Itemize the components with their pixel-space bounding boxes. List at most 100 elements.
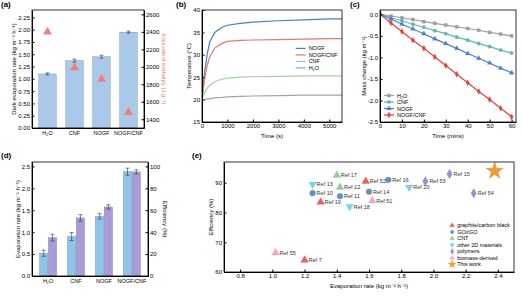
marker (488, 31, 491, 34)
point-label: Ref 12 (344, 184, 360, 190)
line (380, 14, 512, 53)
tick: 1600 (142, 99, 161, 105)
tick-mark (146, 276, 149, 277)
line (380, 14, 512, 117)
tick: 0.25 (18, 113, 34, 119)
error-bar (42, 250, 46, 256)
legend-marker (387, 100, 391, 104)
tick-label: 1.75 (18, 39, 30, 45)
plot-frame (380, 10, 516, 122)
tick-mark (272, 270, 273, 273)
tick-label: 0.25 (18, 113, 30, 119)
point (310, 190, 316, 196)
error-bar (126, 31, 130, 33)
tick-label: 0.8 (236, 273, 245, 279)
y2-axis: 020406080100 (146, 163, 161, 280)
tick: 70 (215, 240, 226, 246)
tick-mark (380, 14, 383, 15)
tick: -2.5 (368, 119, 383, 125)
point-label: Ref 20 (413, 184, 429, 190)
marker (499, 48, 503, 52)
error-bar (46, 73, 50, 75)
tick: 2000 (142, 64, 161, 70)
tick-label: 1000 (221, 123, 235, 129)
point (366, 189, 372, 195)
y2-axis-title: Equivalent enthalpy (J g⁻¹) (161, 33, 167, 104)
panel: 010002000300040005000152025303540Time (s… (176, 0, 343, 139)
tick: 60 (509, 120, 516, 130)
axis-line (33, 128, 145, 129)
y2-axis-title: Efficiency (%) (162, 201, 168, 238)
tick: 1.25 (18, 64, 34, 70)
axis-line (148, 163, 149, 277)
legend-marker (450, 255, 455, 259)
tick: 20 (193, 97, 204, 103)
tick-mark (202, 55, 205, 56)
panel: 0102030405060-2.5-2.0-1.5-1.0-0.50.0Time… (350, 0, 517, 139)
tick: 30 (443, 120, 450, 130)
tick: 1.00 (18, 76, 34, 82)
legend-marker (387, 112, 390, 118)
tick-label: 35 (193, 30, 200, 36)
legend-marker (450, 244, 455, 248)
tick: -1.0 (368, 55, 383, 61)
tick-label: 80 (150, 186, 157, 192)
plot-marks (39, 27, 138, 128)
error-bar (126, 168, 130, 175)
tick: 0.50 (18, 101, 34, 107)
y-axis: 152025303540 (193, 7, 204, 125)
tick-mark (202, 10, 205, 11)
tick: 10 (399, 120, 406, 130)
tick-label: 1.5 (22, 208, 31, 214)
tick-label: 4000 (298, 123, 312, 129)
tick: 15 (193, 119, 204, 125)
x-axis: H₂OCNFNOGFNOGF/CNF (33, 276, 149, 284)
tick-label: 25 (193, 75, 200, 81)
bar (95, 216, 103, 276)
tick: 20 (421, 120, 428, 130)
x-axis: H₂OCNFNOGFNOGF/CNF (33, 128, 145, 136)
tick: CNF (70, 276, 82, 284)
marker (477, 42, 481, 46)
point-label: Ref 17 (341, 172, 357, 178)
legend-swatch (296, 54, 306, 55)
plot-marks (202, 19, 342, 101)
axis-line (32, 11, 33, 129)
tick-label: 1.4 (333, 273, 342, 279)
marker (124, 107, 132, 114)
legend-swatch (384, 95, 394, 96)
tick-label: 60 (509, 123, 516, 129)
tick-label: 0.5 (22, 251, 31, 257)
point (385, 177, 391, 183)
bar (104, 207, 112, 276)
tick-mark (142, 14, 145, 15)
tick-label: 2000 (247, 123, 261, 129)
tick-mark (402, 120, 403, 123)
point-label: Ref 10 (317, 190, 333, 196)
legend-swatch (296, 67, 306, 68)
legend-label: biomass-derived (457, 255, 497, 261)
tick-mark (142, 119, 145, 120)
legend-label: NOGF/CNF (309, 52, 338, 58)
tick-mark (224, 272, 227, 273)
bar (76, 218, 84, 276)
x-axis-title: Time (s) (261, 133, 283, 139)
legend-entry: graphite/carbon black (450, 222, 510, 228)
line (380, 14, 512, 36)
tick-label: 70 (215, 240, 222, 246)
tick: 1400 (142, 117, 161, 123)
line (202, 95, 342, 100)
tick-mark (32, 79, 35, 80)
legend-entry: NOGF/CNF (384, 112, 426, 118)
tick-mark (224, 183, 227, 184)
tick-mark (329, 120, 330, 123)
tick-label: CNF (69, 130, 81, 136)
tick-mark (32, 128, 35, 129)
x-axis: 0.81.01.21.41.61.82.02.22.4 (225, 270, 515, 280)
tick-label: 1.0 (22, 230, 31, 236)
tick: 1.6 (365, 270, 374, 280)
background (0, 0, 522, 298)
legend-entry: NOGF/CNF (296, 52, 338, 58)
marker (499, 105, 502, 111)
marker (509, 70, 514, 74)
